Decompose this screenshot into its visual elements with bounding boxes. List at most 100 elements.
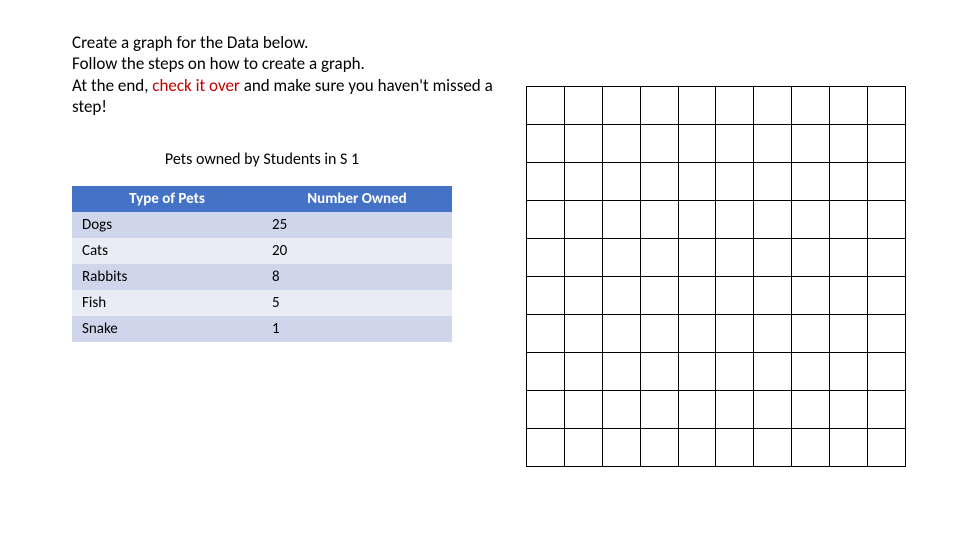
- grid-cell: [640, 429, 678, 467]
- table-row: Dogs 25: [72, 212, 452, 238]
- grid-cell: [564, 277, 602, 315]
- grid-cell: [640, 163, 678, 201]
- grid-cell: [527, 277, 565, 315]
- grid-row: [527, 353, 906, 391]
- grid-cell: [830, 391, 868, 429]
- grid-cell: [868, 315, 906, 353]
- grid-cell: [564, 353, 602, 391]
- grid-cell: [754, 125, 792, 163]
- grid-cell: [754, 429, 792, 467]
- grid-row: [527, 315, 906, 353]
- grid-cell: [754, 87, 792, 125]
- grid-cell: [716, 429, 754, 467]
- instructions-block: Create a graph for the Data below. Follo…: [72, 32, 512, 117]
- grid-cell: [792, 125, 830, 163]
- instructions-line3a: At the end,: [72, 75, 152, 96]
- grid-cell: [678, 163, 716, 201]
- cell-number: 8: [262, 264, 452, 290]
- instructions-line3-red: check it over: [152, 75, 243, 96]
- grid-cell: [527, 315, 565, 353]
- grid-cell: [564, 391, 602, 429]
- table-header-row: Type of Pets Number Owned: [72, 186, 452, 212]
- grid-cell: [716, 125, 754, 163]
- grid-cell: [527, 239, 565, 277]
- instructions-line1: Create a graph for the Data below.: [72, 32, 308, 53]
- grid-cell: [640, 125, 678, 163]
- grid-cell: [527, 163, 565, 201]
- grid-cell: [602, 429, 640, 467]
- cell-number: 25: [262, 212, 452, 238]
- grid-cell: [602, 315, 640, 353]
- grid-cell: [602, 239, 640, 277]
- grid-cell: [830, 277, 868, 315]
- cell-type: Snake: [72, 316, 262, 342]
- grid-cell: [868, 277, 906, 315]
- grid-cell: [792, 201, 830, 239]
- cell-type: Cats: [72, 238, 262, 264]
- grid-cell: [640, 201, 678, 239]
- grid-cell: [527, 429, 565, 467]
- grid-cell: [564, 125, 602, 163]
- grid-cell: [716, 239, 754, 277]
- grid-cell: [678, 391, 716, 429]
- grid-cell: [754, 163, 792, 201]
- worksheet-page: Create a graph for the Data below. Follo…: [0, 0, 960, 540]
- grid-cell: [602, 125, 640, 163]
- grid-cell: [527, 353, 565, 391]
- grid-cell: [792, 277, 830, 315]
- grid-cell: [678, 353, 716, 391]
- grid-cell: [868, 353, 906, 391]
- grid-cell: [830, 429, 868, 467]
- grid-cell: [830, 201, 868, 239]
- grid-cell: [792, 239, 830, 277]
- grid-cell: [678, 429, 716, 467]
- cell-type: Rabbits: [72, 264, 262, 290]
- grid-cell: [792, 429, 830, 467]
- grid-cell: [602, 87, 640, 125]
- grid-cell: [754, 391, 792, 429]
- grid-cell: [564, 315, 602, 353]
- grid-cell: [640, 353, 678, 391]
- grid-cell: [754, 315, 792, 353]
- grid-cell: [868, 125, 906, 163]
- grid-cell: [564, 201, 602, 239]
- grid-cell: [868, 201, 906, 239]
- grid-cell: [678, 125, 716, 163]
- grid-cell: [527, 87, 565, 125]
- grid-cell: [868, 239, 906, 277]
- grid-cell: [564, 429, 602, 467]
- grid-cell: [527, 201, 565, 239]
- grid-cell: [830, 239, 868, 277]
- grid-cell: [868, 163, 906, 201]
- table-title: Pets owned by Students in S 1: [72, 150, 452, 169]
- grid-row: [527, 87, 906, 125]
- grid-cell: [754, 353, 792, 391]
- grid-cell: [792, 87, 830, 125]
- grid-cell: [602, 391, 640, 429]
- grid-cell: [564, 87, 602, 125]
- grid-cell: [564, 163, 602, 201]
- grid-cell: [678, 315, 716, 353]
- grid-cell: [678, 87, 716, 125]
- grid-cell: [602, 277, 640, 315]
- grid-cell: [754, 201, 792, 239]
- grid-cell: [792, 353, 830, 391]
- grid-cell: [640, 391, 678, 429]
- grid-cell: [678, 277, 716, 315]
- grid-cell: [716, 277, 754, 315]
- grid-cell: [830, 353, 868, 391]
- grid-cell: [527, 125, 565, 163]
- grid-cell: [830, 163, 868, 201]
- grid-cell: [716, 87, 754, 125]
- cell-number: 5: [262, 290, 452, 316]
- grid-row: [527, 201, 906, 239]
- grid-cell: [716, 353, 754, 391]
- grid-cell: [716, 315, 754, 353]
- grid-cell: [792, 391, 830, 429]
- grid-cell: [830, 125, 868, 163]
- grid-cell: [640, 277, 678, 315]
- table-row: Cats 20: [72, 238, 452, 264]
- pets-data-table: Type of Pets Number Owned Dogs 25 Cats 2…: [72, 186, 452, 342]
- grid-cell: [792, 163, 830, 201]
- grid-cell: [830, 315, 868, 353]
